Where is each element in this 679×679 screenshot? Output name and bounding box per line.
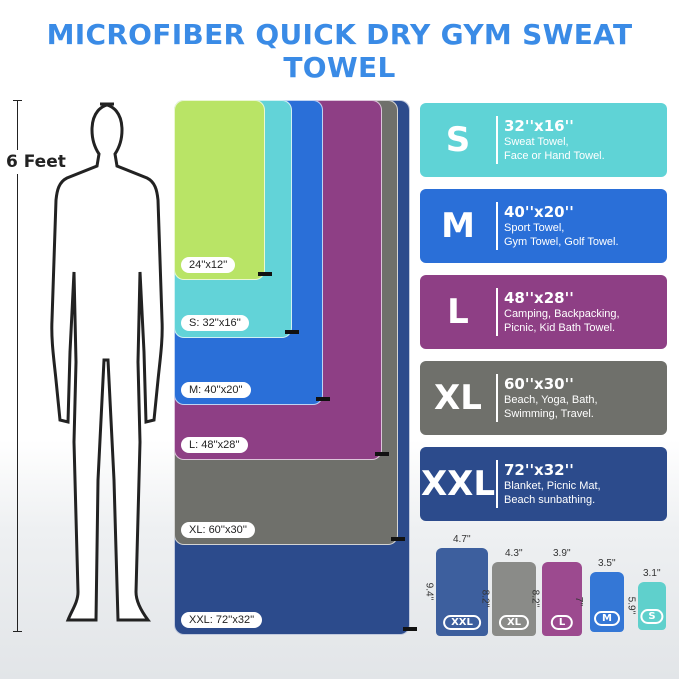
size-badge: S [640,609,664,624]
rolled-towel-l: L [542,562,582,636]
brand-tag-icon [403,627,417,631]
roll-width-label: 3.1'' [643,568,661,579]
towel-size-label: XL: 60''x30'' [181,522,255,538]
rolled-towel-m: M [590,572,624,632]
size-dims: 32''x16'' [504,117,574,135]
towel-size-label: S: 32''x16'' [181,315,249,331]
size-badge: XXL [443,615,481,630]
size-dims: 60''x30'' [504,375,574,393]
size-use: Swimming, Travel. [504,408,594,420]
rolled-towel-xxl: XXL [436,548,488,636]
size-card-xxl: XXL 72''x32'' Blanket, Picnic Mat, Beach su… [420,447,667,521]
size-use: Beach sunbathing. [504,494,596,506]
brand-tag-icon [285,330,299,334]
size-card-m: M 40''x20'' Sport Towel, Gym Towel, Golf To… [420,189,667,263]
size-letter: M [441,206,475,246]
size-badge: L [550,615,574,630]
rolled-towel-xl: XL [492,562,536,636]
towel-size-label: XXL: 72''x32'' [181,612,263,628]
size-use: Sweat Towel, [504,136,569,148]
size-card-s: S 32''x16'' Sweat Towel, Face or Hand Towel… [420,103,667,177]
roll-width-label: 3.5'' [598,558,616,569]
person-silhouette-icon [50,102,164,622]
size-badge: M [594,611,620,626]
size-use: Beach, Yoga, Bath, [504,394,598,406]
size-use: Picnic, Kid Bath Towel. [504,322,616,334]
towel-size-label: L: 48''x28'' [181,437,248,453]
size-letter: L [447,292,469,332]
size-letter: XL [434,378,482,418]
brand-tag-icon [316,397,330,401]
roll-height-label: 5.9'' [625,596,637,615]
size-card-l: L 48''x28'' Camping, Backpacking, Picnic, K… [420,275,667,349]
brand-tag-icon [258,272,272,276]
rolled-towel-s: S [638,582,666,630]
size-use: Sport Towel, [504,222,565,234]
size-use: Camping, Backpacking, [504,308,620,320]
roll-height-label: 8.2'' [529,589,541,608]
roll-width-label: 3.9'' [553,548,571,559]
size-badge: XL [498,615,530,630]
height-label: 6 Feet [6,150,66,174]
roll-height-label: 8.2'' [479,589,491,608]
towel-size-label: 24''x12'' [181,257,236,273]
towel-size-label: M: 40''x20'' [181,382,251,398]
size-letter: XXL [420,464,496,504]
size-card-xl: XL 60''x30'' Beach, Yoga, Bath, Swimming, T… [420,361,667,435]
size-letter: S [445,120,471,160]
roll-height-label: 9.4'' [423,582,435,601]
roll-width-label: 4.3'' [505,548,523,559]
size-use: Face or Hand Towel. [504,150,605,162]
size-use: Blanket, Picnic Mat, [504,480,601,492]
towel-size-5: 24''x12'' [174,100,272,280]
size-dims: 40''x20'' [504,203,574,221]
height-ruler [13,100,22,632]
roll-height-label: 7'' [573,596,585,607]
size-dims: 72''x32'' [504,461,574,479]
brand-tag-icon [375,452,389,456]
brand-tag-icon [391,537,405,541]
size-use: Gym Towel, Golf Towel. [504,236,619,248]
size-dims: 48''x28'' [504,289,574,307]
page-title: MICROFIBER QUICK DRY GYM SWEAT TOWEL [46,18,633,84]
roll-width-label: 4.7'' [453,534,471,545]
